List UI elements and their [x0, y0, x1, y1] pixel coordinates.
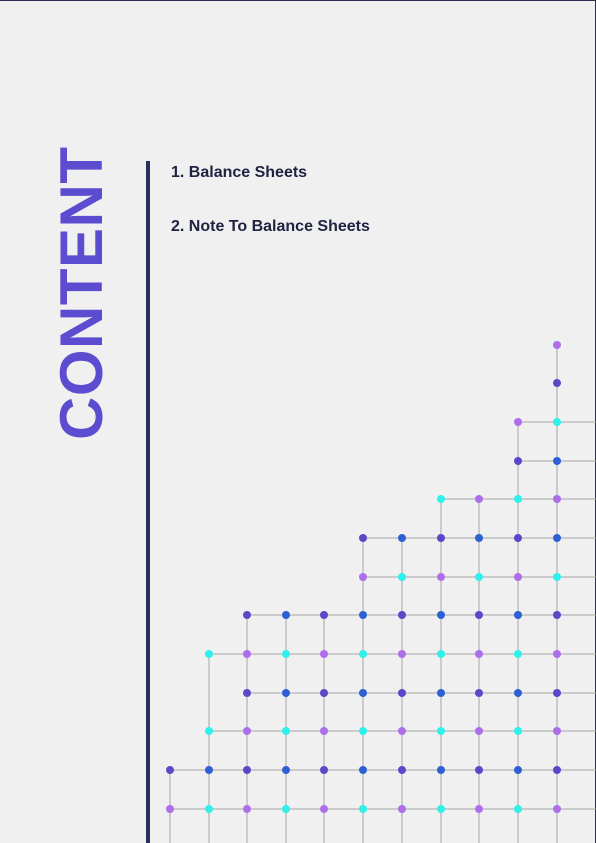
grid-dot — [398, 611, 406, 619]
grid-dot — [398, 805, 406, 813]
grid-dot — [205, 766, 213, 774]
grid-dot — [320, 650, 328, 658]
toc-item-balance-sheets[interactable]: 1. Balance Sheets — [171, 164, 308, 181]
grid-dot — [243, 766, 251, 774]
grid-dot — [437, 766, 445, 774]
grid-dot — [437, 650, 445, 658]
grid-dot — [553, 805, 561, 813]
grid-dot — [514, 650, 522, 658]
vertical-divider — [146, 161, 150, 843]
grid-dot — [166, 805, 174, 813]
grid-dot — [205, 727, 213, 735]
grid-dot — [166, 766, 174, 774]
grid-dot — [320, 727, 328, 735]
grid-dot — [243, 727, 251, 735]
grid-dot — [243, 805, 251, 813]
toc-item-note-to-balance-sheets[interactable]: 2. Note To Balance Sheets — [171, 218, 370, 235]
grid-dot — [359, 766, 367, 774]
grid-dot — [475, 727, 483, 735]
grid-dot — [437, 689, 445, 697]
page-top-border — [0, 0, 596, 1]
grid-dot — [553, 611, 561, 619]
grid-dot — [514, 766, 522, 774]
grid-dot — [514, 457, 522, 465]
grid-dot — [437, 805, 445, 813]
grid-dot — [475, 611, 483, 619]
grid-dot — [282, 689, 290, 697]
grid-dot — [553, 457, 561, 465]
grid-dot — [514, 611, 522, 619]
grid-dot — [553, 727, 561, 735]
grid-dot — [475, 573, 483, 581]
grid-dot — [398, 727, 406, 735]
grid-dot — [475, 766, 483, 774]
grid-dot — [282, 805, 290, 813]
grid-dot — [243, 689, 251, 697]
grid-dot — [398, 766, 406, 774]
grid-dot — [514, 534, 522, 542]
grid-dot — [282, 611, 290, 619]
grid-dot — [475, 534, 483, 542]
grid-dot — [514, 573, 522, 581]
grid-dot — [437, 573, 445, 581]
grid-dot — [243, 611, 251, 619]
grid-dot — [359, 534, 367, 542]
grid-dot — [437, 495, 445, 503]
grid-dot — [437, 727, 445, 735]
grid-dot — [398, 573, 406, 581]
grid-dot — [553, 689, 561, 697]
grid-dot — [359, 573, 367, 581]
table-of-contents: 1. Balance Sheets 2. Note To Balance She… — [171, 163, 370, 271]
grid-dot — [475, 495, 483, 503]
grid-dot — [553, 418, 561, 426]
grid-dot — [475, 689, 483, 697]
grid-dot — [475, 650, 483, 658]
grid-dot — [359, 650, 367, 658]
grid-dot — [359, 689, 367, 697]
grid-dot — [398, 534, 406, 542]
grid-dot — [205, 805, 213, 813]
grid-dot — [359, 611, 367, 619]
grid-dot — [359, 805, 367, 813]
grid-dot — [437, 611, 445, 619]
grid-dot — [514, 805, 522, 813]
grid-dot — [320, 611, 328, 619]
grid-dot — [553, 379, 561, 387]
grid-dot — [553, 534, 561, 542]
grid-dot — [514, 689, 522, 697]
grid-dot — [320, 766, 328, 774]
grid-dot — [553, 650, 561, 658]
grid-dot — [514, 727, 522, 735]
grid-dot — [282, 727, 290, 735]
grid-dot — [553, 766, 561, 774]
grid-dot — [320, 689, 328, 697]
grid-dot — [359, 727, 367, 735]
grid-dot — [437, 534, 445, 542]
grid-dot — [514, 495, 522, 503]
grid-dot — [398, 689, 406, 697]
grid-dot — [282, 650, 290, 658]
grid-dot — [398, 650, 406, 658]
grid-dot — [205, 650, 213, 658]
grid-dot — [514, 418, 522, 426]
grid-dot — [553, 341, 561, 349]
grid-dot — [282, 766, 290, 774]
grid-dot — [320, 805, 328, 813]
grid-dot — [475, 805, 483, 813]
grid-dot — [553, 573, 561, 581]
grid-dot — [553, 495, 561, 503]
grid-dot — [243, 650, 251, 658]
